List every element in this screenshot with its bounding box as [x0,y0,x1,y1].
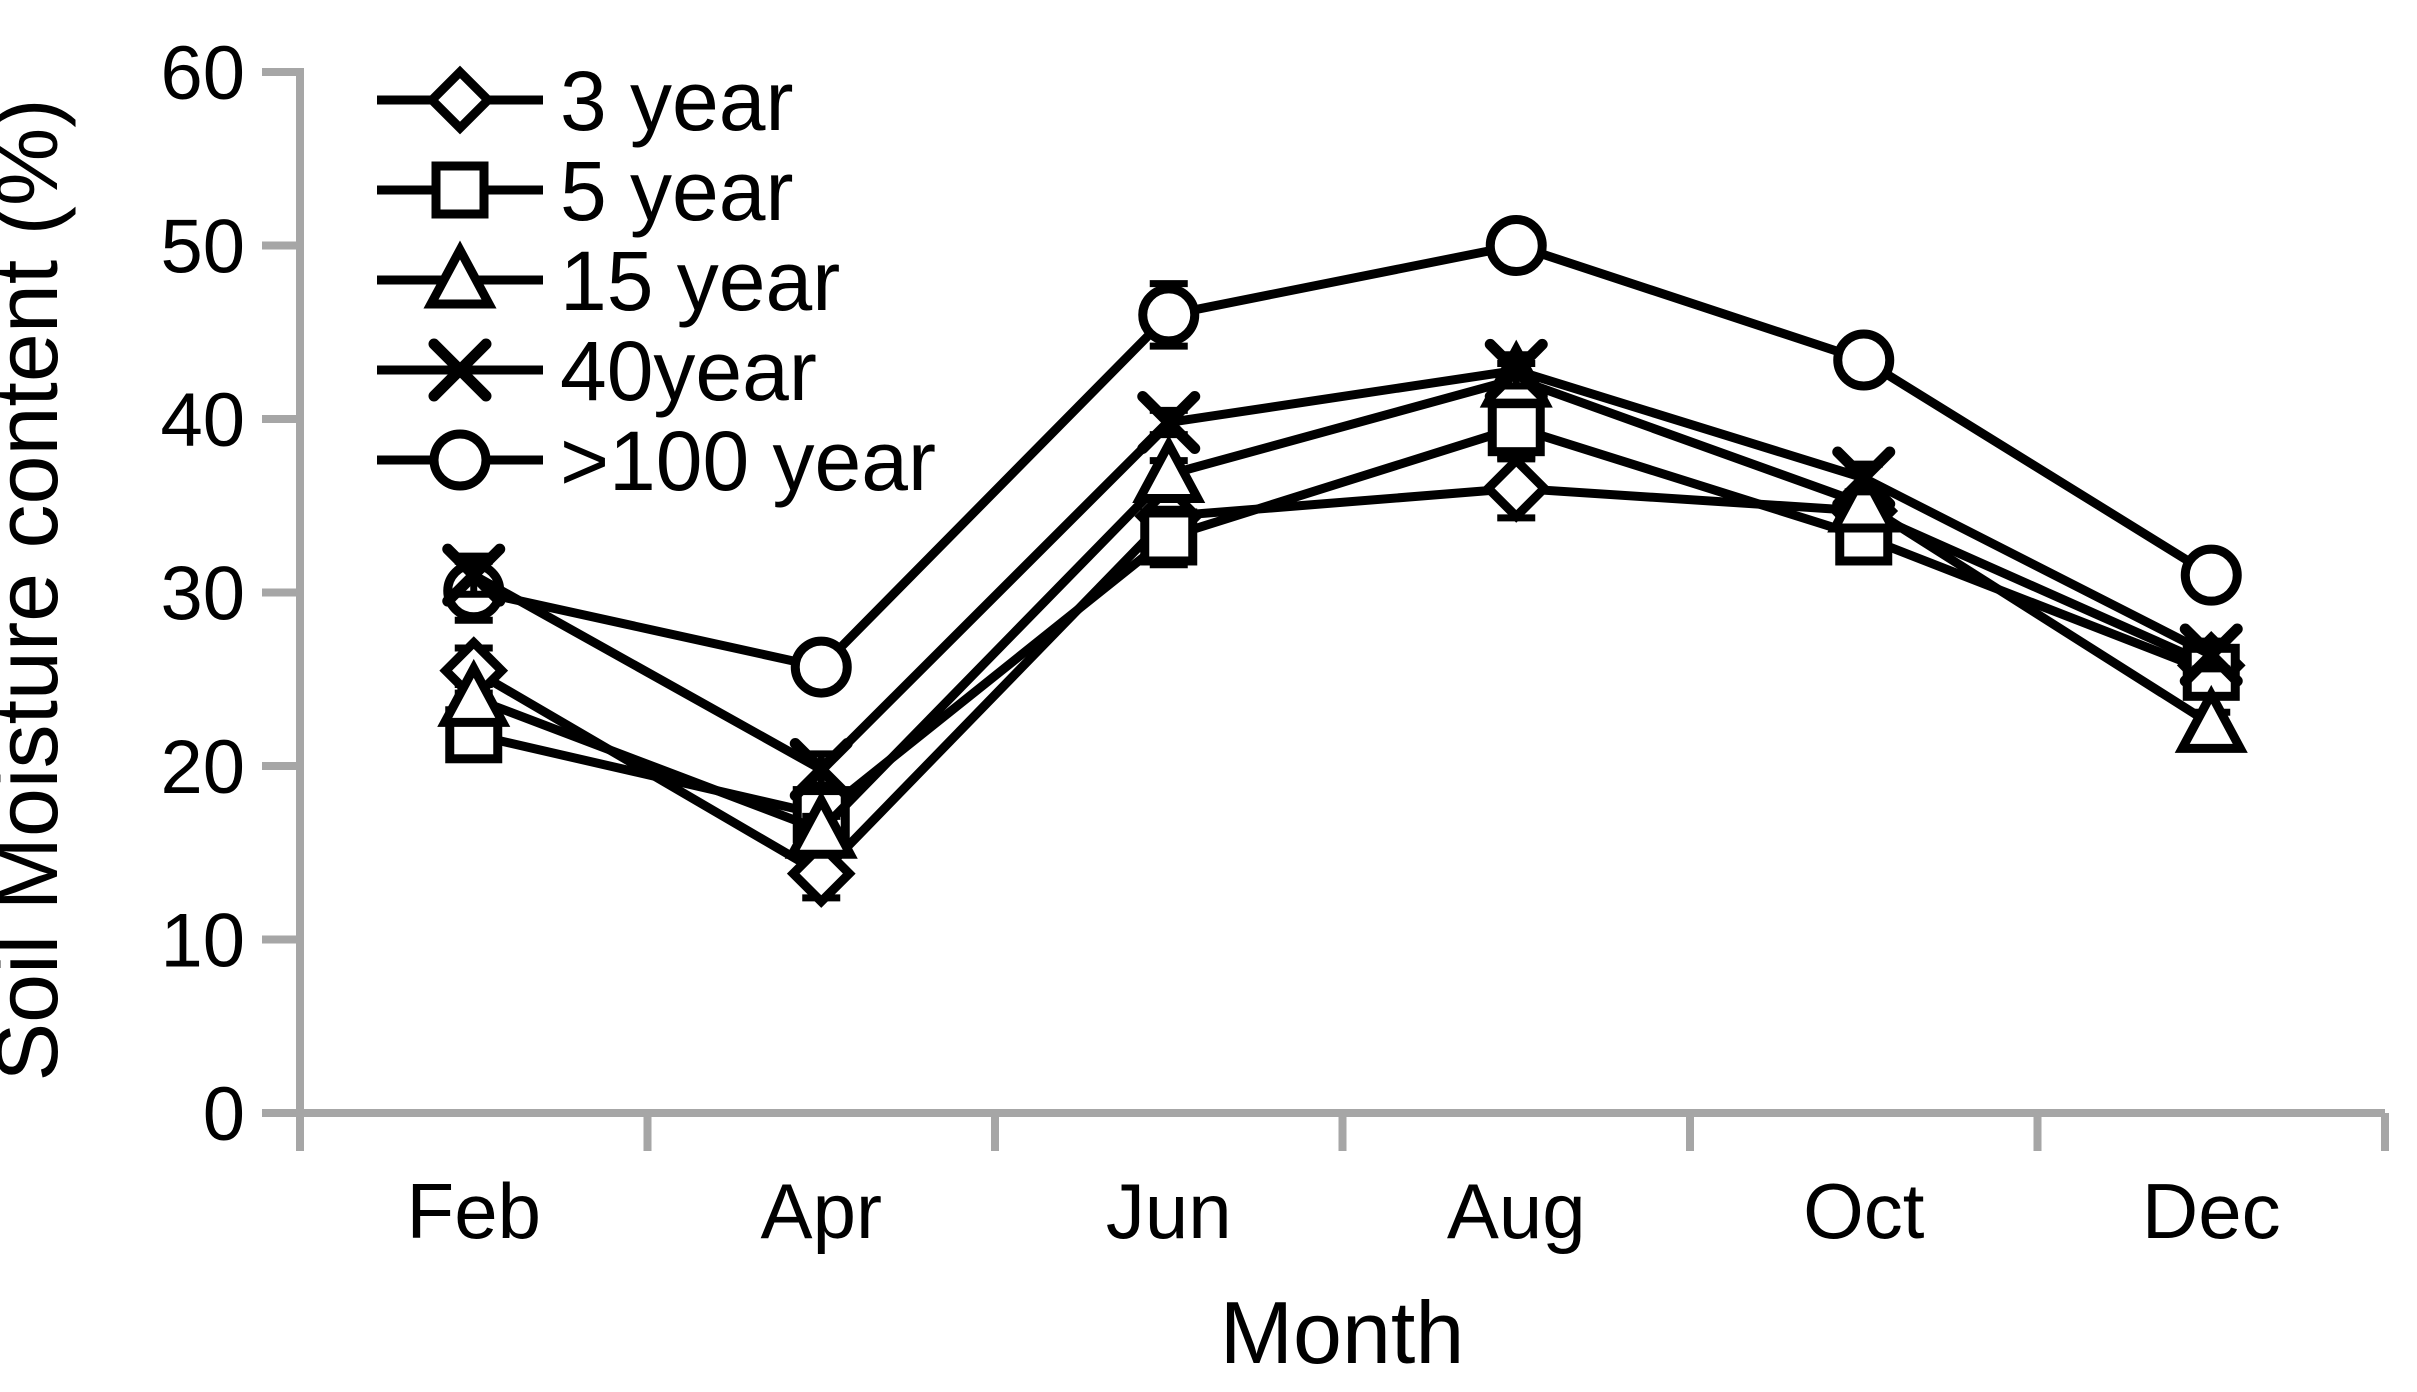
x-tick-label: Oct [1803,1167,1925,1255]
y-axis-title: Soil Moisture content (%) [0,98,76,1081]
y-tick-label: 20 [160,725,245,810]
marker-x [1832,446,1896,510]
legend-marker-diamond [425,65,495,135]
y-tick-label: 0 [203,1072,245,1157]
legend-marker-triangle [423,240,497,309]
x-tick-label: Dec [2142,1167,2281,1255]
marker-x [1484,338,1548,402]
marker-circle [2180,544,2242,606]
marker-x [442,543,506,607]
marker-triangle [784,790,858,859]
x-tick-label: Jun [1106,1167,1232,1255]
marker-diamond [1481,454,1551,523]
series-line-15-year [472,374,2214,835]
legend-label: 40year [560,324,817,418]
marker-triangle [1827,464,1901,533]
series-line-40year [471,365,2214,774]
marker-circle [1138,284,1200,346]
marker-diamond [786,839,856,908]
legend-marker-square [431,161,489,219]
marker-x [1137,390,1201,454]
y-tick-label: 60 [160,31,245,116]
marker-circle [790,636,852,698]
y-tick-label: 30 [160,552,245,637]
marker-square [1487,399,1545,457]
y-tick-label: 40 [160,378,245,463]
marker-triangle [437,658,511,727]
y-tick-label: 50 [160,205,245,290]
y-tick-label: 10 [160,899,245,984]
legend-label: >100 year [560,414,936,508]
marker-square [1140,508,1198,566]
series-line->100-year [472,241,2214,672]
x-tick-label: Feb [407,1167,541,1255]
legend-label: 5 year [560,144,793,238]
marker-x [2179,623,2243,687]
series-line-3-year [471,483,2214,879]
legend-label: 15 year [560,234,840,328]
marker-triangle [1132,435,1206,504]
legend-marker-x [428,338,492,402]
legend-marker-circle [429,429,491,491]
legend-label: 3 year [560,54,793,148]
series-line-5-year [472,423,2213,820]
marker-triangle [2174,684,2248,753]
x-axis-title: Month [1220,1283,1465,1382]
x-tick-label: Apr [761,1167,882,1255]
x-tick-label: Aug [1447,1167,1586,1255]
marker-circle [1833,329,1895,391]
marker-x [789,737,853,801]
marker-circle [1485,215,1547,276]
